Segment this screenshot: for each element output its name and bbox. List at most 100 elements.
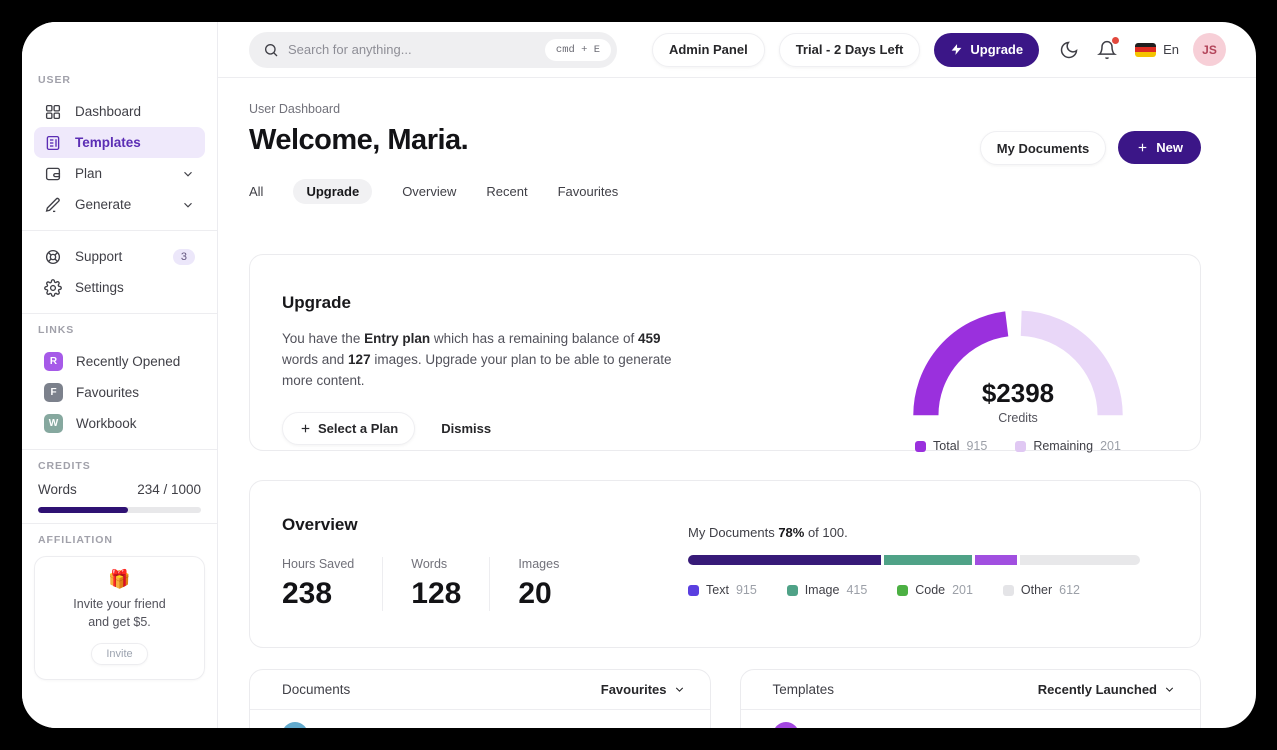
admin-panel-button[interactable]: Admin Panel: [651, 32, 765, 67]
upgrade-card-title: Upgrade: [282, 293, 351, 312]
legend-swatch: [786, 584, 798, 596]
tab-recent[interactable]: Recent: [486, 184, 528, 199]
tab-favourites[interactable]: Favourites: [557, 184, 619, 199]
dark-mode-toggle[interactable]: [1059, 40, 1079, 60]
legend-swatch: [897, 584, 909, 596]
bar-segment-image: [884, 555, 972, 565]
stat-words: Words 128: [411, 557, 491, 611]
sidebar-divider: [22, 523, 217, 524]
stat-value: 128: [411, 577, 462, 610]
dismiss-button[interactable]: Dismiss: [441, 420, 492, 436]
my-documents-button[interactable]: My Documents: [979, 131, 1107, 165]
legend-value: 201: [952, 583, 973, 597]
sidebar-link-label: Favourites: [76, 385, 140, 400]
stat-label: Hours Saved: [282, 557, 355, 571]
legend-label: Total: [933, 439, 960, 453]
documents-progress-chart: My Documents 78% of 100. Text 915: [688, 515, 1140, 647]
sidebar-link-workbook[interactable]: W Workbook: [34, 408, 205, 439]
legend-value: 915: [735, 583, 757, 597]
search-icon: [265, 43, 278, 56]
overview-card-title: Overview: [282, 515, 358, 534]
tab-overview[interactable]: Overview: [402, 184, 457, 199]
sidebar-item-templates[interactable]: Templates: [34, 127, 205, 158]
search-input[interactable]: Search for anything... cmd + E: [249, 31, 617, 68]
sidebar-item-label: Dashboard: [75, 104, 142, 119]
legend-swatch: [915, 440, 927, 452]
plan-name: Entry plan: [364, 331, 431, 346]
credits-label: Words: [38, 482, 77, 497]
sidebar-divider: [22, 313, 217, 314]
stat-label: Words: [411, 557, 448, 571]
gauge-center: $2398 Credits: [896, 378, 1140, 425]
progress-title: My Documents 78% of 100.: [688, 525, 1140, 540]
affiliation-line1: Invite your friend: [73, 597, 166, 611]
templates-card: Templates Recently Launched Blog Post Ti…: [739, 669, 1201, 728]
language-selector[interactable]: En: [1135, 42, 1179, 57]
sidebar-section-credits: CREDITS: [38, 460, 91, 472]
german-flag-icon: [1135, 42, 1157, 57]
invite-button[interactable]: Invite: [91, 643, 148, 665]
topbar-actions: Admin Panel Trial - 2 Days Left Upgrade: [651, 32, 1226, 67]
half-donut-gauge: $2398 Credits: [896, 297, 1140, 425]
document-list-item[interactable]: Untitled Document in Workbook: [250, 710, 710, 728]
sidebar-item-support[interactable]: Support 3: [34, 241, 205, 272]
breadcrumb: User Dashboard: [249, 102, 341, 116]
tab-upgrade[interactable]: Upgrade: [293, 179, 373, 204]
plus-icon: [1138, 143, 1147, 152]
bottom-row: Documents Favourites Untitled Document i…: [249, 669, 1201, 728]
progress-legend: Text 915 Image 415 Code 201: [688, 583, 1140, 597]
gift-icon: 🎁: [108, 569, 131, 589]
documents-filter-label: Favourites: [600, 682, 667, 697]
upgrade-button[interactable]: Upgrade: [934, 32, 1040, 67]
legend-label: Code: [915, 583, 946, 597]
sidebar-link-favourites[interactable]: F Favourites: [34, 377, 205, 408]
templates-filter-dropdown[interactable]: Recently Launched: [1038, 682, 1176, 697]
gauge-legend: Total 915 Remaining 201: [896, 439, 1140, 453]
templates-card-title: Templates: [772, 682, 835, 697]
user-avatar[interactable]: JS: [1193, 33, 1226, 66]
gauge-caption: Credits: [998, 411, 1038, 425]
upgrade-card-body: You have the Entry plan which has a rema…: [282, 329, 682, 392]
legend-item-code: Code 201: [897, 583, 973, 597]
settings-gear-icon: [44, 278, 62, 297]
documents-filter-dropdown[interactable]: Favourites: [601, 682, 686, 697]
trial-button[interactable]: Trial - 2 Days Left: [778, 32, 921, 67]
document-location: in Workbook: [613, 728, 685, 729]
sidebar-item-settings[interactable]: Settings: [34, 272, 205, 303]
tabs: All Upgrade Overview Recent Favourites: [249, 179, 1201, 204]
sidebar-item-plan[interactable]: Plan: [34, 158, 205, 189]
topbar: Search for anything... cmd + E Admin Pan…: [218, 22, 1256, 78]
sidebar-section-affiliation: AFFILIATION: [38, 534, 113, 546]
tab-all[interactable]: All: [249, 184, 264, 199]
support-lifebuoy-icon: [44, 248, 62, 266]
new-button[interactable]: New: [1118, 131, 1201, 164]
template-title: Blog Post Title: [815, 728, 909, 729]
templates-document-icon: [44, 134, 62, 152]
stat-value: 238: [282, 577, 333, 610]
sidebar-link-recently-opened[interactable]: R Recently Opened: [34, 346, 205, 377]
documents-card: Documents Favourites Untitled Document i…: [249, 669, 711, 728]
new-button-label: New: [1156, 140, 1183, 155]
legend-label: Other: [1020, 583, 1053, 597]
page-head: User Dashboard Welcome, Maria. All Upgra…: [249, 102, 1201, 204]
chevron-down-icon: [181, 167, 195, 181]
sidebar-item-label: Templates: [75, 135, 141, 150]
search-placeholder: Search for anything...: [288, 42, 412, 57]
credits-value: 234 / 1000: [137, 482, 201, 497]
notifications-button[interactable]: [1097, 36, 1120, 60]
legend-value: 915: [966, 439, 988, 453]
sidebar-item-generate[interactable]: Generate: [34, 189, 205, 220]
template-list-item[interactable]: Blog Post Title in Workbook: [741, 710, 1201, 728]
language-label: En: [1163, 42, 1179, 57]
affiliation-line2: and get $5.: [88, 614, 151, 629]
sidebar-item-dashboard[interactable]: Dashboard: [34, 96, 205, 127]
bell-icon: [1097, 40, 1118, 59]
bar-segment-other: [1020, 555, 1140, 565]
sidebar-link-label: Recently Opened: [76, 354, 181, 369]
select-plan-button[interactable]: Select a Plan: [282, 411, 416, 445]
template-location: in Workbook: [1104, 728, 1176, 729]
content: User Dashboard Welcome, Maria. All Upgra…: [218, 78, 1256, 728]
legend-item-remaining: Remaining 201: [1015, 439, 1121, 453]
words-balance: 459: [637, 331, 661, 346]
affiliation-text: Invite your friend and get $5.: [45, 596, 194, 631]
